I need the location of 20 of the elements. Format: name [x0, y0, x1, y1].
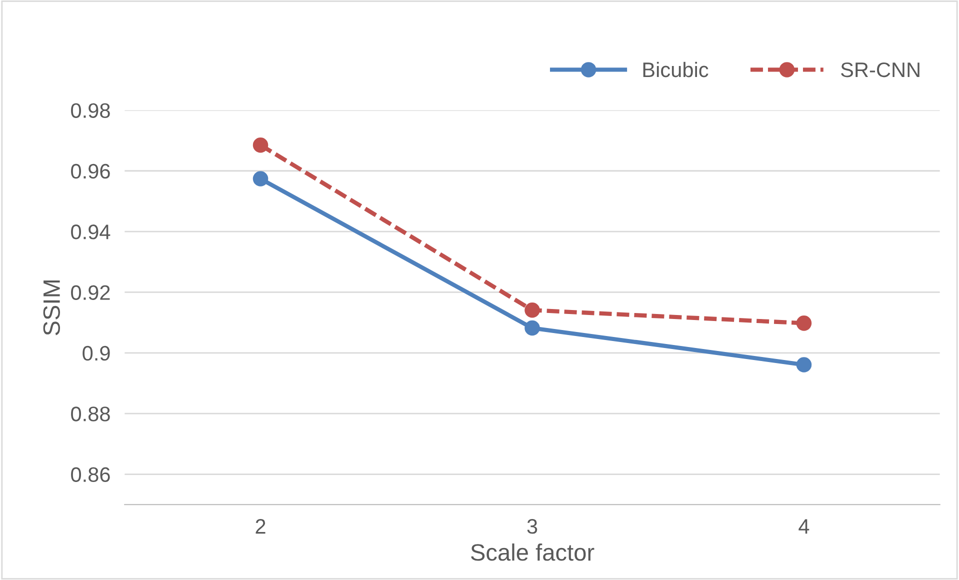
y-tick-label: 0.92 [71, 285, 110, 300]
y-tick-label: 0.86 [71, 467, 110, 482]
point [252, 137, 268, 153]
y-tick-label: 0.98 [71, 103, 110, 118]
y-axis-title: SSIM [43, 280, 60, 336]
point [524, 302, 540, 318]
y-tick-label: 0.94 [71, 224, 110, 240]
point [524, 320, 540, 336]
y-tick-label: 0.96 [71, 164, 110, 179]
legend-label: SR-CNN [841, 62, 920, 78]
x-tick-label: 3 [527, 519, 538, 534]
point [796, 357, 812, 372]
x-axis-title: Scale factor [470, 543, 594, 561]
x-tick-label: 4 [798, 519, 810, 534]
y-tick-label: 0.88 [71, 406, 110, 422]
point [796, 316, 812, 331]
y-tick-label: 0.9 [82, 346, 110, 361]
x-tick-label: 2 [256, 519, 266, 534]
point [252, 171, 268, 186]
legend-label: Bicubic [643, 62, 708, 78]
